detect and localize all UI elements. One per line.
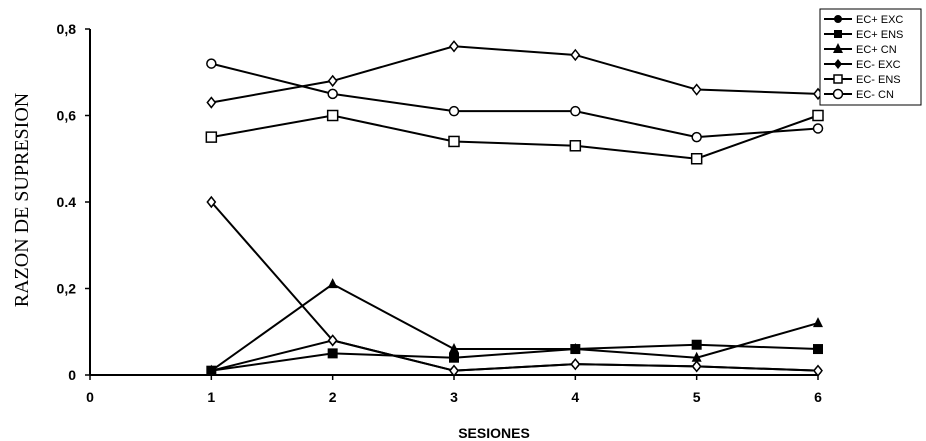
data-point-ecminus-exc <box>691 360 702 373</box>
data-point-ecminus-cn <box>206 58 217 69</box>
data-point-ecminus-cn <box>691 131 702 143</box>
legend-marker <box>834 30 842 38</box>
tick-labels: 0 1 2 3 4 5 6 0 0,2 0.4 0,6 0,8 <box>57 21 823 405</box>
data-point-ecplus-cn <box>570 343 581 354</box>
x-axis-title: SESIONES <box>458 425 530 441</box>
x-tick-label: 2 <box>329 389 337 405</box>
y-tick-label: 0,8 <box>57 21 77 37</box>
data-point-ecminus-exc <box>449 364 459 377</box>
series-line-upper-diamond <box>211 45 819 104</box>
legend-entry: EC- ENS <box>856 74 901 86</box>
data-point-ecminus-ens <box>326 109 339 122</box>
x-tick-label: 5 <box>693 389 701 405</box>
data-point-ecplus-cn <box>206 364 217 375</box>
data-point-upper-diamond <box>327 74 338 88</box>
data-point-ecplus-cn <box>449 343 459 354</box>
data-point-ecplus-cn <box>691 351 702 362</box>
axes <box>85 28 819 380</box>
data-point-ecminus-ens <box>569 140 582 152</box>
data-point-ecminus-cn <box>812 123 824 134</box>
x-tick-label: 3 <box>450 389 458 405</box>
series-line-ecminus-cn <box>211 62 819 139</box>
data-point-ecminus-cn <box>570 105 581 117</box>
legend: EC+ EXC EC+ ENS EC+ CN EC- EXC EC- ENS EC- CN <box>819 8 922 106</box>
data-point-ecminus-cn <box>327 88 338 100</box>
data-point-ecminus-exc <box>570 357 581 371</box>
series-line-ecminus-ens <box>211 114 819 160</box>
legend-entry: EC+ CN <box>856 44 897 56</box>
data-point-ecplus-ens <box>327 348 338 359</box>
series-line-ecplus-ens <box>211 343 819 372</box>
x-tick-label: 4 <box>571 389 579 405</box>
y-tick-label: 0 <box>68 367 76 383</box>
x-tick-label: 1 <box>207 389 215 405</box>
data-point-ecminus-exc <box>327 334 338 347</box>
legend-marker <box>834 15 842 23</box>
legend-entry: EC- EXC <box>856 59 901 71</box>
data-point-ecminus-ens <box>690 153 703 165</box>
y-tick-label: 0.4 <box>57 194 77 210</box>
data-point-ecminus-exc <box>813 364 823 377</box>
legend-marker <box>833 43 843 53</box>
data-point-upper-diamond <box>691 83 702 96</box>
y-axis-title: RAZON DE SUPRESION <box>11 93 33 307</box>
x-tick-label: 6 <box>814 389 822 405</box>
data-point-ecminus-cn <box>448 105 460 117</box>
legend-entry: EC+ ENS <box>856 29 903 41</box>
data-point-ecplus-ens <box>691 339 702 350</box>
series-line-ecminus-exc <box>210 201 819 372</box>
data-point-ecplus-ens <box>449 352 459 363</box>
y-tick-label: 0,6 <box>57 108 77 124</box>
data-point-ecplus-ens <box>813 344 823 355</box>
data-point-ecminus-ens <box>448 135 460 148</box>
data-point-upper-diamond <box>206 96 217 109</box>
y-tick-label: 0,2 <box>57 281 77 297</box>
legend-entry: EC- CN <box>856 89 894 101</box>
legend-entry: EC+ EXC <box>856 14 903 26</box>
x-tick-label: 0 <box>86 389 94 405</box>
legend-marker <box>834 59 842 69</box>
data-point-ecminus-ens <box>812 109 824 122</box>
series-line-ecplus-cn <box>210 283 819 372</box>
data-point-ecminus-exc <box>206 195 217 209</box>
data-point-upper-diamond <box>570 48 581 62</box>
data-point-ecplus-cn <box>813 317 823 328</box>
data-point-ecplus-cn <box>327 278 338 289</box>
data-point-ecminus-ens <box>205 131 218 143</box>
data-point-upper-diamond <box>449 40 459 53</box>
legend-marker <box>833 74 843 84</box>
series-lines <box>210 45 819 372</box>
legend-marker <box>832 88 844 100</box>
